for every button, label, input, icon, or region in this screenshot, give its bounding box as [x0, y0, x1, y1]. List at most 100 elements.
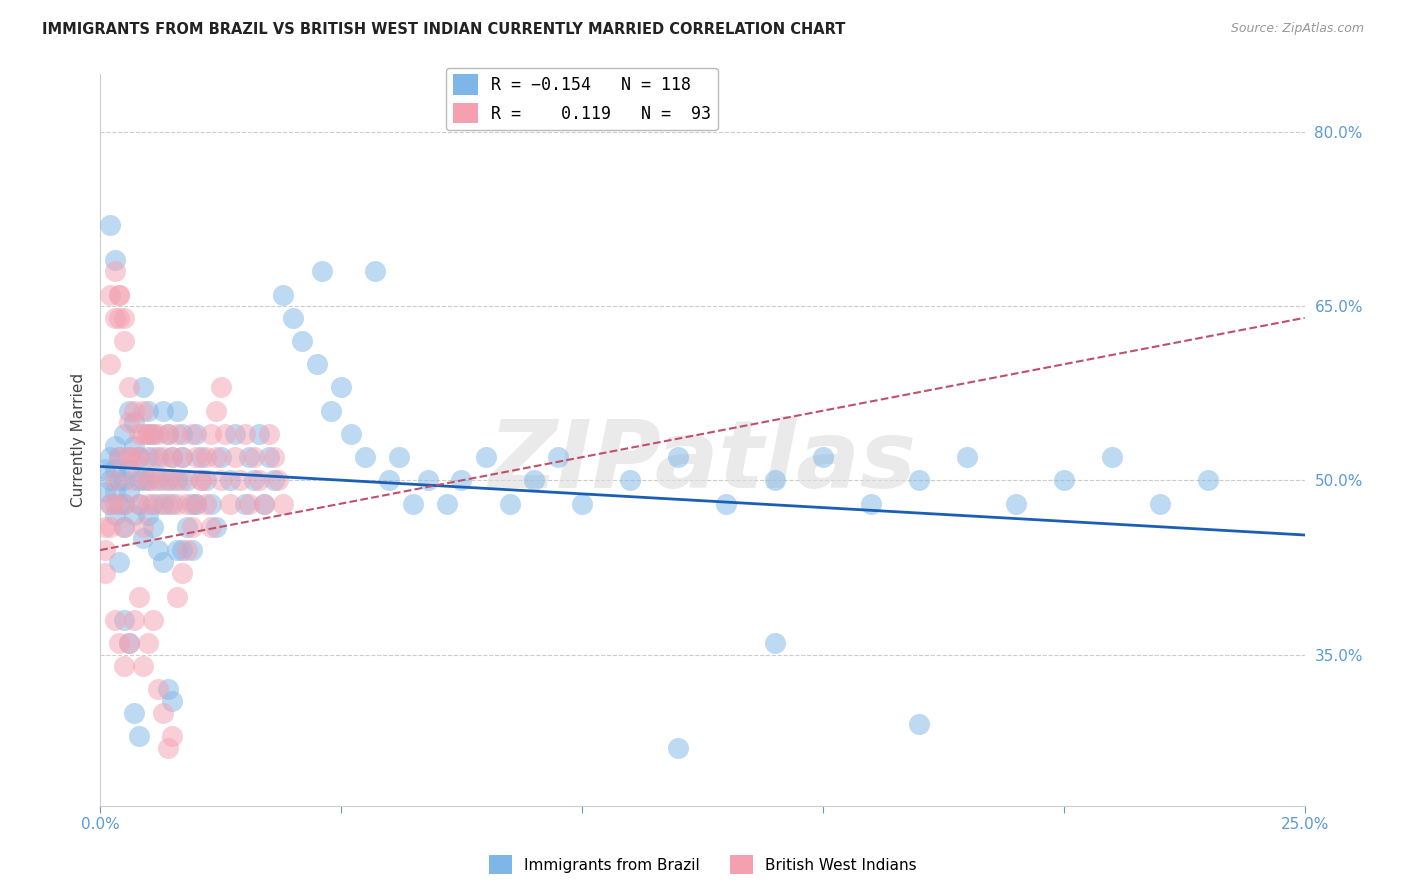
Point [156, 426, 179, 441]
Point [112, 310, 135, 325]
Point [128, 729, 150, 743]
Point [112, 334, 135, 348]
Point [146, 682, 169, 697]
Point [339, 426, 361, 441]
Point [190, 474, 212, 488]
Point [271, 497, 294, 511]
Point [98, 497, 121, 511]
Point [162, 497, 184, 511]
Point [142, 613, 165, 627]
Point [118, 403, 141, 417]
Point [763, 474, 786, 488]
Point [122, 415, 145, 429]
Point [142, 426, 165, 441]
Point [146, 450, 169, 465]
Legend: R = −0.154   N = 118, R =    0.119   N =  93: R = −0.154 N = 118, R = 0.119 N = 93 [446, 68, 718, 130]
Point [142, 450, 165, 465]
Point [166, 543, 188, 558]
Point [186, 497, 208, 511]
Point [186, 426, 208, 441]
Point [98, 474, 121, 488]
Point [103, 310, 125, 325]
Point [128, 590, 150, 604]
Point [170, 474, 193, 488]
Point [263, 474, 285, 488]
Point [354, 450, 377, 465]
Point [146, 543, 169, 558]
Point [571, 497, 593, 511]
Point [195, 497, 218, 511]
Point [152, 706, 174, 720]
Point [156, 740, 179, 755]
Point [263, 450, 285, 465]
Point [112, 497, 135, 511]
Point [474, 450, 496, 465]
Point [180, 520, 202, 534]
Point [190, 474, 212, 488]
Point [112, 497, 135, 511]
Point [128, 474, 150, 488]
Point [170, 566, 193, 581]
Point [204, 403, 226, 417]
Point [112, 613, 135, 627]
Point [267, 474, 290, 488]
Point [186, 450, 208, 465]
Point [94, 462, 117, 476]
Point [162, 450, 184, 465]
Point [156, 426, 179, 441]
Point [253, 497, 276, 511]
Point [224, 426, 246, 441]
Point [103, 264, 125, 278]
Point [330, 380, 353, 394]
Point [132, 403, 155, 417]
Point [257, 450, 280, 465]
Point [170, 426, 193, 441]
Point [128, 497, 150, 511]
Point [498, 497, 520, 511]
Point [956, 450, 979, 465]
Point [136, 474, 159, 488]
Point [1053, 474, 1076, 488]
Point [122, 706, 145, 720]
Point [118, 485, 141, 500]
Point [243, 474, 266, 488]
Point [195, 474, 218, 488]
Point [547, 450, 569, 465]
Point [233, 426, 256, 441]
Point [146, 497, 169, 511]
Point [152, 497, 174, 511]
Point [619, 474, 641, 488]
Point [103, 439, 125, 453]
Point [136, 426, 159, 441]
Point [108, 287, 131, 301]
Point [388, 450, 411, 465]
Point [811, 450, 834, 465]
Point [450, 474, 472, 488]
Point [122, 474, 145, 488]
Point [108, 636, 131, 650]
Point [162, 694, 184, 708]
Point [166, 403, 188, 417]
Point [1004, 497, 1026, 511]
Point [108, 287, 131, 301]
Point [152, 474, 174, 488]
Point [257, 426, 280, 441]
Point [118, 380, 141, 394]
Point [763, 636, 786, 650]
Point [436, 497, 458, 511]
Point [233, 497, 256, 511]
Point [103, 497, 125, 511]
Point [321, 403, 343, 417]
Point [247, 474, 270, 488]
Point [132, 426, 155, 441]
Point [1197, 474, 1219, 488]
Point [94, 485, 117, 500]
Point [122, 403, 145, 417]
Point [142, 426, 165, 441]
Point [716, 497, 738, 511]
Point [219, 497, 242, 511]
Point [108, 555, 131, 569]
Point [128, 426, 150, 441]
Point [132, 659, 155, 673]
Point [122, 613, 145, 627]
